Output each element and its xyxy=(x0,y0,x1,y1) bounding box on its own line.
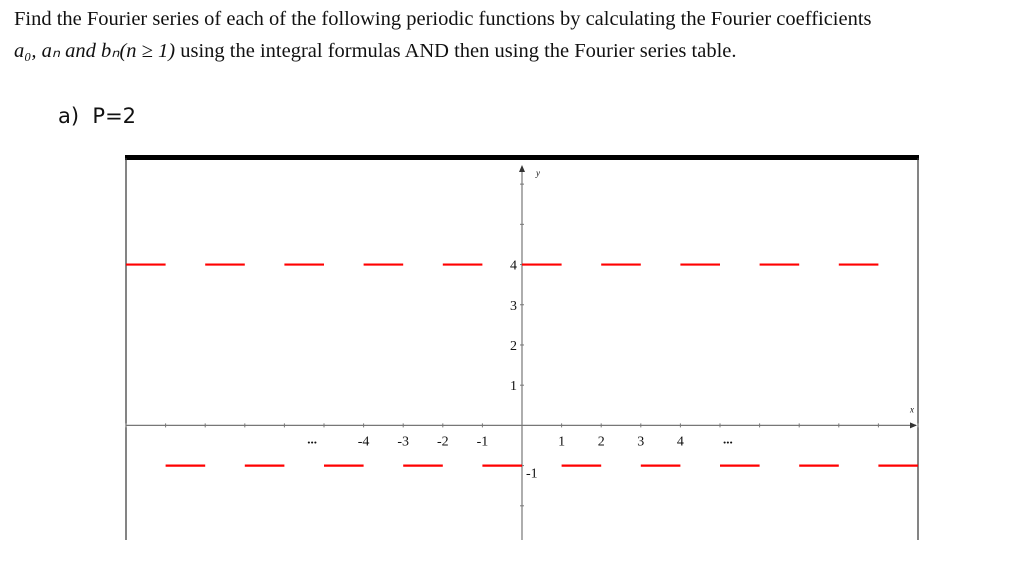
y-tick-label: 1 xyxy=(510,379,517,394)
x-tick-label: 1 xyxy=(558,434,565,449)
y-tick-label: -1 xyxy=(526,467,538,482)
part-heading: a) P=2 xyxy=(58,104,136,128)
y-axis-arrow-icon xyxy=(519,165,525,172)
x-tick-label: -3 xyxy=(397,434,409,449)
period-label: P=2 xyxy=(92,104,137,128)
x-tick-label: 4 xyxy=(677,434,684,449)
y-axis-label: y xyxy=(535,168,540,178)
x-ellipsis-right: ... xyxy=(723,431,733,446)
y-tick-label: 2 xyxy=(510,339,517,354)
frame-top-bar xyxy=(125,155,919,160)
x-tick-label: 3 xyxy=(637,434,644,449)
x-tick-label: -2 xyxy=(437,434,449,449)
x-tick-label: 2 xyxy=(598,434,605,449)
x-tick-label: -4 xyxy=(358,434,370,449)
question-line-2: a₀, aₙ and bₙ(n ≥ 1) using the integral … xyxy=(14,38,736,63)
coefficients-math: a₀, aₙ and bₙ(n ≥ 1) xyxy=(14,40,176,62)
x-axis-arrow-icon xyxy=(910,422,917,429)
x-ellipsis-left: ... xyxy=(307,431,317,446)
y-tick-label: 3 xyxy=(510,299,517,314)
y-tick-label: 4 xyxy=(510,259,517,274)
question-line-1: Find the Fourier series of each of the f… xyxy=(14,8,872,30)
question-line-2-text: using the integral formulas AND then usi… xyxy=(175,40,737,62)
x-axis-label: x xyxy=(909,404,914,414)
x-tick-label: -1 xyxy=(477,434,489,449)
part-label: a) xyxy=(58,104,80,128)
